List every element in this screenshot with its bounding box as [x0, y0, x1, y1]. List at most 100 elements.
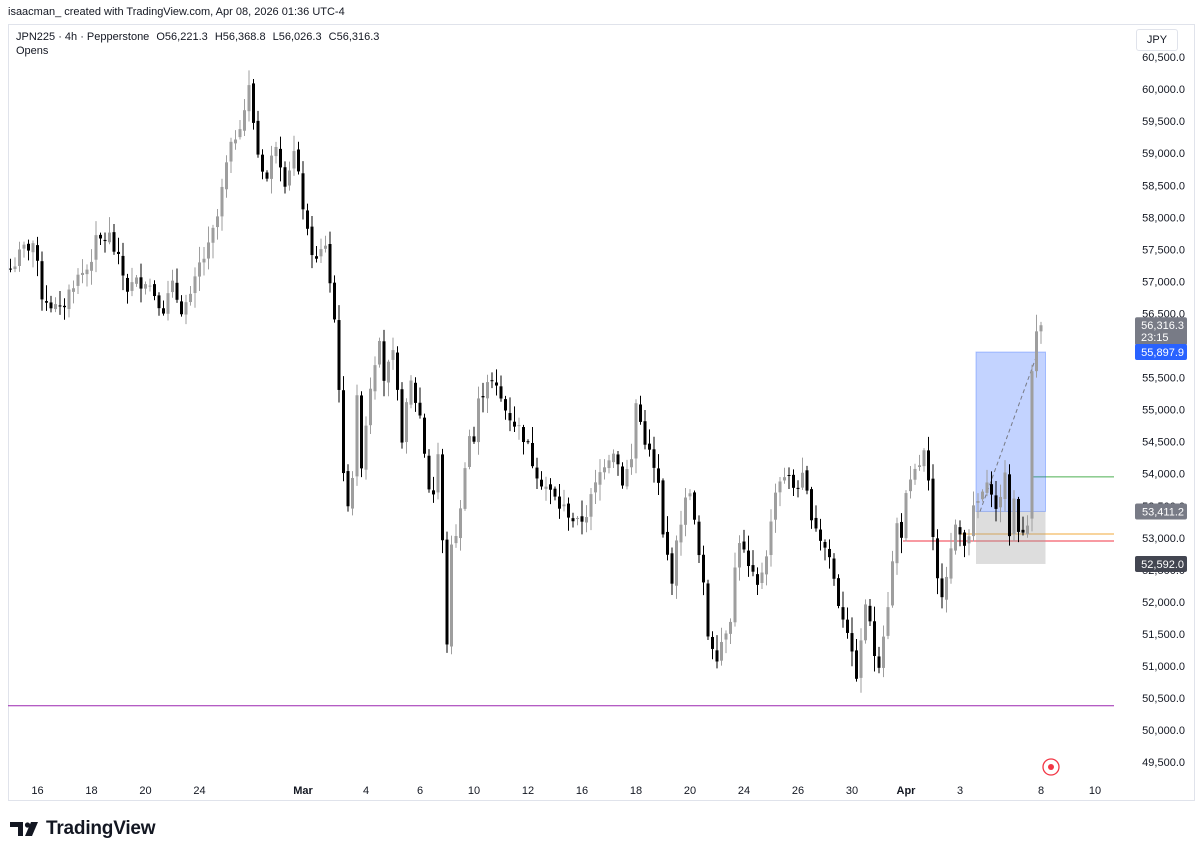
candle-body [40, 261, 44, 300]
candle-body [265, 172, 269, 179]
candle-body [1026, 525, 1029, 535]
candle [378, 337, 381, 368]
candle [126, 273, 129, 304]
candle [877, 646, 881, 674]
last-price-tag-bg [1135, 317, 1187, 346]
candle-body [121, 255, 125, 276]
candle [301, 161, 305, 220]
candle-body [760, 572, 764, 584]
candle-body [1017, 498, 1020, 532]
candle [936, 529, 939, 595]
candle [661, 478, 665, 538]
candle-body [207, 242, 210, 259]
candle [490, 372, 494, 389]
candle [121, 242, 125, 291]
candle-body [634, 403, 638, 459]
candle-body [117, 251, 120, 255]
candle-body [504, 399, 507, 411]
candle [423, 413, 426, 458]
currency-button[interactable]: JPY [1136, 29, 1178, 51]
candle-body [985, 482, 989, 493]
time-tick-label: 10 [468, 785, 480, 797]
price-tick-label: 50,500.0 [1142, 693, 1185, 705]
candle-body [967, 536, 971, 544]
ohlc-open: O56,221.3 [156, 31, 208, 43]
indicator-opens-label[interactable]: Opens [16, 45, 49, 57]
candle-body [445, 539, 449, 645]
price-tick-label: 51,500.0 [1142, 629, 1185, 641]
candle-body [585, 517, 588, 523]
candle [990, 471, 993, 508]
candle-body [819, 529, 822, 541]
candle [940, 563, 944, 609]
candle [54, 297, 57, 313]
candle [463, 462, 467, 511]
candle-body [549, 484, 552, 490]
candle-body [603, 467, 606, 473]
candle-body [135, 277, 138, 284]
last-price-tag-countdown: 23:15 [1141, 332, 1169, 344]
candle-body [333, 282, 336, 320]
price-tick-label: 53,000.0 [1142, 533, 1185, 545]
candle-body [558, 496, 561, 509]
candle-body [261, 154, 264, 172]
candle [688, 489, 692, 501]
tradingview-logo[interactable]: TradingView [10, 818, 156, 840]
candle [675, 535, 678, 599]
candle [751, 550, 755, 577]
candle-body [306, 210, 309, 229]
candle-body [58, 305, 62, 307]
candle-body [949, 548, 953, 579]
candle [693, 490, 696, 525]
candle-body [747, 550, 750, 567]
candle [117, 237, 120, 265]
candle [315, 246, 318, 263]
candle-body [562, 504, 566, 507]
candle-body [490, 380, 494, 382]
candle [981, 489, 984, 502]
candle [99, 232, 102, 245]
candle [927, 436, 930, 491]
candle [171, 269, 174, 298]
symbol-legend[interactable]: JPN225 · 4h · Pepperstone O56,221.3 H56,… [16, 31, 379, 43]
candle-body [130, 282, 134, 291]
candle [292, 135, 296, 176]
candle-body [841, 607, 845, 620]
candle [742, 529, 746, 553]
candle-body [283, 167, 287, 187]
candle-body [801, 472, 804, 488]
candle [886, 591, 890, 640]
candle [261, 149, 264, 180]
candle [40, 251, 44, 311]
candle [1035, 314, 1038, 378]
candle [450, 535, 453, 655]
candle [441, 448, 444, 554]
candle-body [544, 486, 548, 489]
candle-body [706, 583, 710, 637]
candle-body [684, 497, 687, 525]
candle [382, 329, 386, 397]
candle [517, 417, 521, 440]
candle [216, 208, 219, 240]
candle-body [922, 450, 926, 467]
price-tick-label: 50,000.0 [1142, 725, 1185, 737]
candle [909, 465, 912, 499]
candle-body [837, 578, 840, 606]
candle [567, 497, 570, 531]
time-tick-label: 26 [792, 785, 804, 797]
candle [904, 490, 908, 542]
price-tick-label: 60,000.0 [1142, 84, 1185, 96]
candle-body [535, 467, 539, 479]
candle-body [589, 494, 593, 517]
candle [247, 70, 251, 122]
candle-body [697, 521, 701, 556]
candle-body [630, 459, 633, 468]
candle [580, 500, 584, 535]
candle-body [900, 521, 903, 538]
candle [657, 454, 660, 496]
candle [346, 464, 350, 512]
candle [711, 631, 714, 660]
candle-body [99, 234, 102, 239]
candle [549, 478, 552, 505]
